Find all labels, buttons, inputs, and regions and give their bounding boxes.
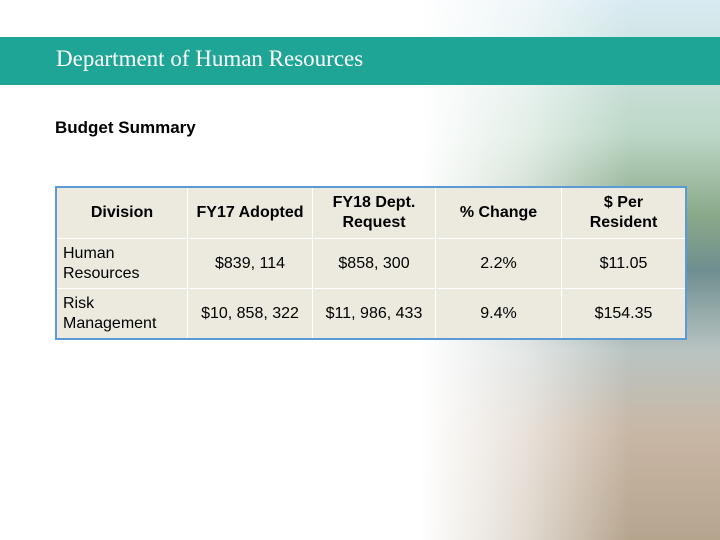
table-cell: $154.35 [561, 288, 687, 340]
table-cell: $858, 300 [312, 238, 436, 289]
column-header: Division [55, 186, 188, 239]
table-cell: 9.4% [435, 288, 562, 340]
table-cell: $10, 858, 322 [187, 288, 313, 340]
column-header: FY17 Adopted [187, 186, 313, 239]
slide-title: Department of Human Resources [56, 46, 364, 71]
table-cell: $11, 986, 433 [312, 288, 436, 340]
section-title: Budget Summary [55, 118, 196, 137]
table-cell: Human Resources [55, 238, 188, 289]
column-header: % Change [435, 186, 562, 239]
title-banner [0, 37, 720, 85]
table-row: Risk Management $10, 858, 322 $11, 986, 43… [55, 288, 687, 340]
table-cell: 2.2% [435, 238, 562, 289]
table-cell: $11.05 [561, 238, 687, 289]
table-row: Human Resources $839, 114 $858, 300 2.2% $11… [55, 238, 687, 289]
budget-table: Division FY17 Adopted FY18 Dept. Request% … [55, 186, 687, 340]
header-row: Division FY17 Adopted FY18 Dept. Request% … [55, 186, 687, 239]
table-cell: $839, 114 [187, 238, 313, 289]
column-header: $ Per Resident [561, 186, 687, 239]
column-header: FY18 Dept. Request [312, 186, 436, 239]
table-cell: Risk Management [55, 288, 188, 340]
